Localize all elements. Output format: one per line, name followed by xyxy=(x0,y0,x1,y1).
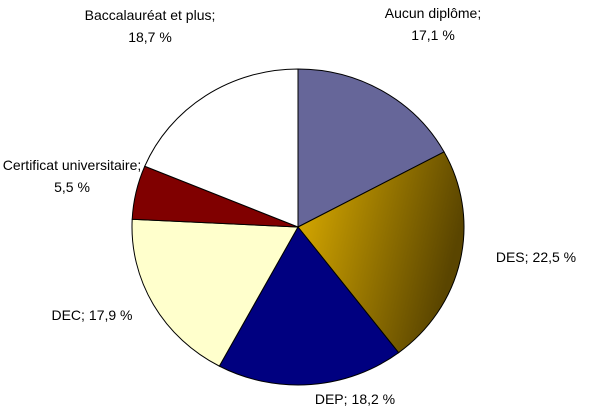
label-value: 5,5 % xyxy=(54,179,90,195)
pie-slice xyxy=(218,226,400,386)
label-category: Certificat universitaire; xyxy=(3,157,142,173)
pie-slice xyxy=(297,151,465,354)
data-label: DES; 22,5 % xyxy=(496,249,576,265)
label-value: 18,7 % xyxy=(128,29,172,45)
data-label: Aucun diplôme; 17,1 % xyxy=(385,5,482,43)
label-category: DES; xyxy=(496,249,529,265)
label-value: 22,5 % xyxy=(533,249,577,265)
data-label: DEC; 17,9 % xyxy=(51,307,132,323)
pie-slice xyxy=(131,218,299,367)
data-label: Certificat universitaire; 5,5 % xyxy=(3,157,142,195)
pie-slice xyxy=(297,68,445,228)
label-value: 17,1 % xyxy=(411,27,455,43)
data-label: DEP; 18,2 % xyxy=(315,391,395,407)
pie-slice xyxy=(144,68,299,228)
data-label: Baccalauréat et plus; 18,7 % xyxy=(85,7,216,45)
label-value: 18,2 % xyxy=(352,391,396,407)
label-category: Aucun diplôme; xyxy=(385,5,482,21)
label-category: DEP; xyxy=(315,391,348,407)
label-category: DEC; xyxy=(51,307,84,323)
label-value: 17,9 % xyxy=(89,307,133,323)
label-category: Baccalauréat et plus; xyxy=(85,7,216,23)
